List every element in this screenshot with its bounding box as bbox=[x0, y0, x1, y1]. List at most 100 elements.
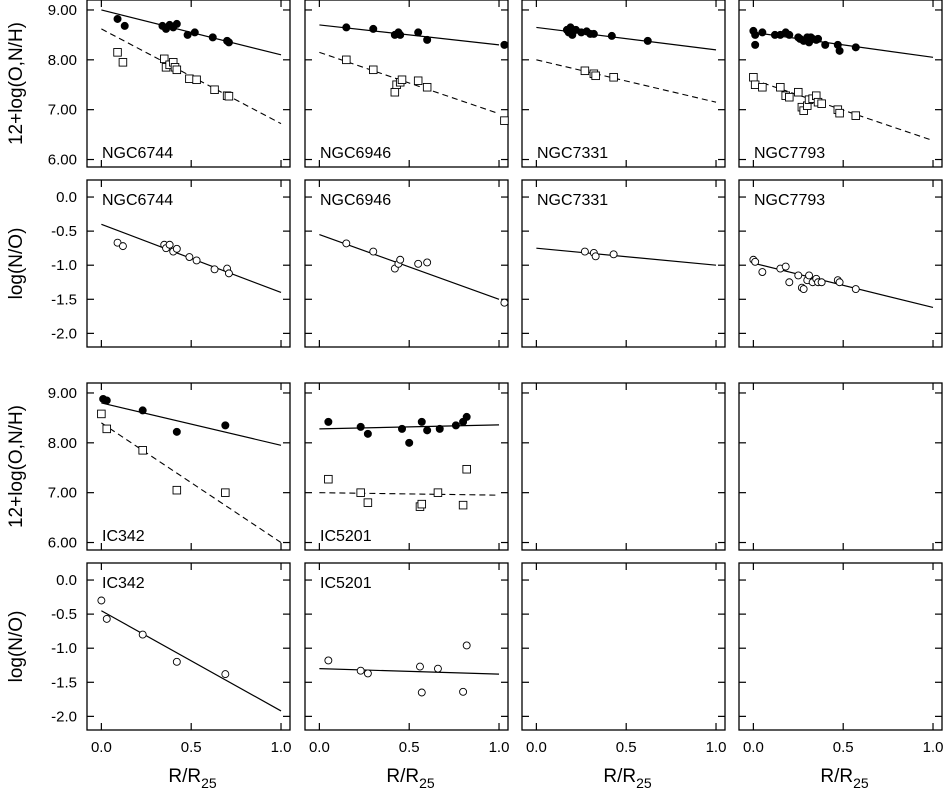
y-tick-label: 7.00 bbox=[48, 485, 77, 502]
panel-r2-c1 bbox=[304, 382, 509, 551]
point-nh bbox=[500, 116, 509, 125]
series-ngc6744-no: NGC6744 bbox=[101, 192, 282, 294]
point-nh bbox=[102, 424, 112, 434]
galaxy-label: NGC7331 bbox=[537, 145, 608, 162]
x-axis-label: R/R25 bbox=[820, 766, 869, 790]
x-tick-label: 0.0 bbox=[743, 739, 764, 756]
point-nh bbox=[433, 488, 443, 497]
point-nh bbox=[785, 92, 794, 102]
point-oh bbox=[423, 426, 432, 435]
point-nh bbox=[591, 71, 600, 81]
fit-line-no bbox=[536, 247, 717, 266]
point-nh bbox=[458, 500, 468, 510]
panel-r3-c3: 0.0 0.5 1.0 bbox=[738, 562, 943, 756]
fit-line-no bbox=[101, 610, 282, 712]
point-no bbox=[416, 662, 424, 671]
point-oh bbox=[369, 24, 378, 33]
x-tick-label: 0.0 bbox=[309, 739, 330, 756]
point-no bbox=[210, 265, 219, 274]
point-no bbox=[500, 298, 509, 307]
fit-line-nh bbox=[101, 422, 282, 543]
y-tick-label: 7.00 bbox=[48, 102, 77, 119]
point-nh bbox=[851, 111, 861, 120]
series-ngc6946-abundance: NGC6946 bbox=[319, 23, 509, 162]
panel-frame bbox=[86, 179, 291, 348]
point-no bbox=[835, 278, 844, 287]
point-nh bbox=[221, 488, 230, 497]
point-nh bbox=[749, 73, 758, 82]
panel-r3-c0: 0.0 -0.5 -1.0 -1.5 -2.0 0.0 0.5 1.0 bbox=[51, 562, 291, 756]
galaxy-label: IC342 bbox=[102, 528, 145, 545]
point-nh bbox=[185, 74, 194, 84]
point-nh bbox=[462, 464, 471, 474]
point-no bbox=[118, 242, 127, 251]
galaxy-label: NGC7793 bbox=[754, 145, 825, 162]
point-no bbox=[794, 271, 803, 280]
point-oh bbox=[821, 40, 830, 49]
y-axis-label-no-bottom: log(N/O) bbox=[6, 611, 27, 683]
point-oh bbox=[113, 14, 122, 23]
panel-frame bbox=[304, 179, 509, 348]
point-no bbox=[580, 247, 589, 256]
point-oh bbox=[607, 31, 616, 40]
panel-frame bbox=[521, 179, 726, 348]
panel-r0-c3 bbox=[738, 0, 943, 168]
galaxy-label: NGC7793 bbox=[754, 192, 825, 209]
point-no bbox=[342, 239, 351, 248]
point-oh bbox=[363, 429, 372, 438]
panel-frame bbox=[521, 562, 726, 731]
point-no bbox=[805, 271, 814, 280]
point-no bbox=[97, 596, 106, 605]
galaxy-label: NGC7331 bbox=[537, 192, 608, 209]
x-tick-label: 1.0 bbox=[706, 739, 727, 756]
x-tick-label: 0.5 bbox=[399, 739, 420, 756]
y-tick-label: -1.0 bbox=[51, 640, 77, 657]
galaxy-label: NGC6744 bbox=[102, 145, 173, 162]
panel-r3-c1: 0.0 0.5 1.0 bbox=[304, 562, 509, 756]
panel-r2-c0: 6.00 7.00 8.00 9.00 bbox=[48, 382, 291, 552]
point-oh bbox=[356, 422, 365, 431]
galaxy-label: IC342 bbox=[102, 575, 145, 592]
point-oh bbox=[324, 417, 333, 426]
point-oh bbox=[451, 421, 460, 430]
panel-frame bbox=[86, 562, 291, 731]
point-no bbox=[785, 278, 794, 287]
point-nh bbox=[363, 498, 373, 507]
y-axis-label-abundance-bottom: 12+log(O,N/H) bbox=[6, 405, 27, 528]
point-no bbox=[185, 253, 194, 261]
point-nh bbox=[192, 75, 201, 85]
point-oh bbox=[758, 28, 767, 37]
point-oh bbox=[405, 438, 414, 447]
x-axis-label: R/R25 bbox=[168, 766, 217, 790]
point-oh bbox=[172, 427, 181, 436]
point-nh bbox=[113, 48, 122, 57]
point-nh bbox=[118, 58, 128, 67]
y-tick-label: 9.00 bbox=[48, 2, 77, 19]
y-tick-label: 6.00 bbox=[48, 535, 77, 552]
panel-r2-c2 bbox=[521, 382, 726, 551]
point-oh bbox=[851, 43, 860, 52]
galaxy-label: IC5201 bbox=[320, 575, 372, 592]
y-tick-label: -0.5 bbox=[51, 223, 77, 240]
point-oh bbox=[751, 30, 760, 39]
fit-line-oh bbox=[319, 424, 500, 430]
y-tick-label: 0.0 bbox=[56, 572, 77, 589]
panel-r1-c2 bbox=[521, 179, 726, 348]
x-axis-labels: R/R25 R/R25 R/R25 R/R25 bbox=[168, 766, 869, 790]
point-nh bbox=[835, 108, 844, 118]
point-no bbox=[423, 258, 432, 267]
point-no bbox=[356, 666, 365, 675]
point-no bbox=[363, 669, 372, 678]
point-no bbox=[172, 657, 181, 666]
galaxy-label: NGC6744 bbox=[102, 192, 173, 209]
point-no bbox=[102, 614, 111, 623]
point-nh bbox=[172, 485, 182, 495]
point-nh bbox=[794, 87, 803, 97]
point-no bbox=[817, 278, 826, 287]
panel-frame bbox=[738, 179, 943, 348]
y-tick-label: -1.0 bbox=[51, 257, 77, 274]
series-ngc7793-abundance: NGC7793 bbox=[749, 26, 934, 162]
point-oh bbox=[221, 421, 230, 430]
point-nh bbox=[138, 446, 147, 455]
